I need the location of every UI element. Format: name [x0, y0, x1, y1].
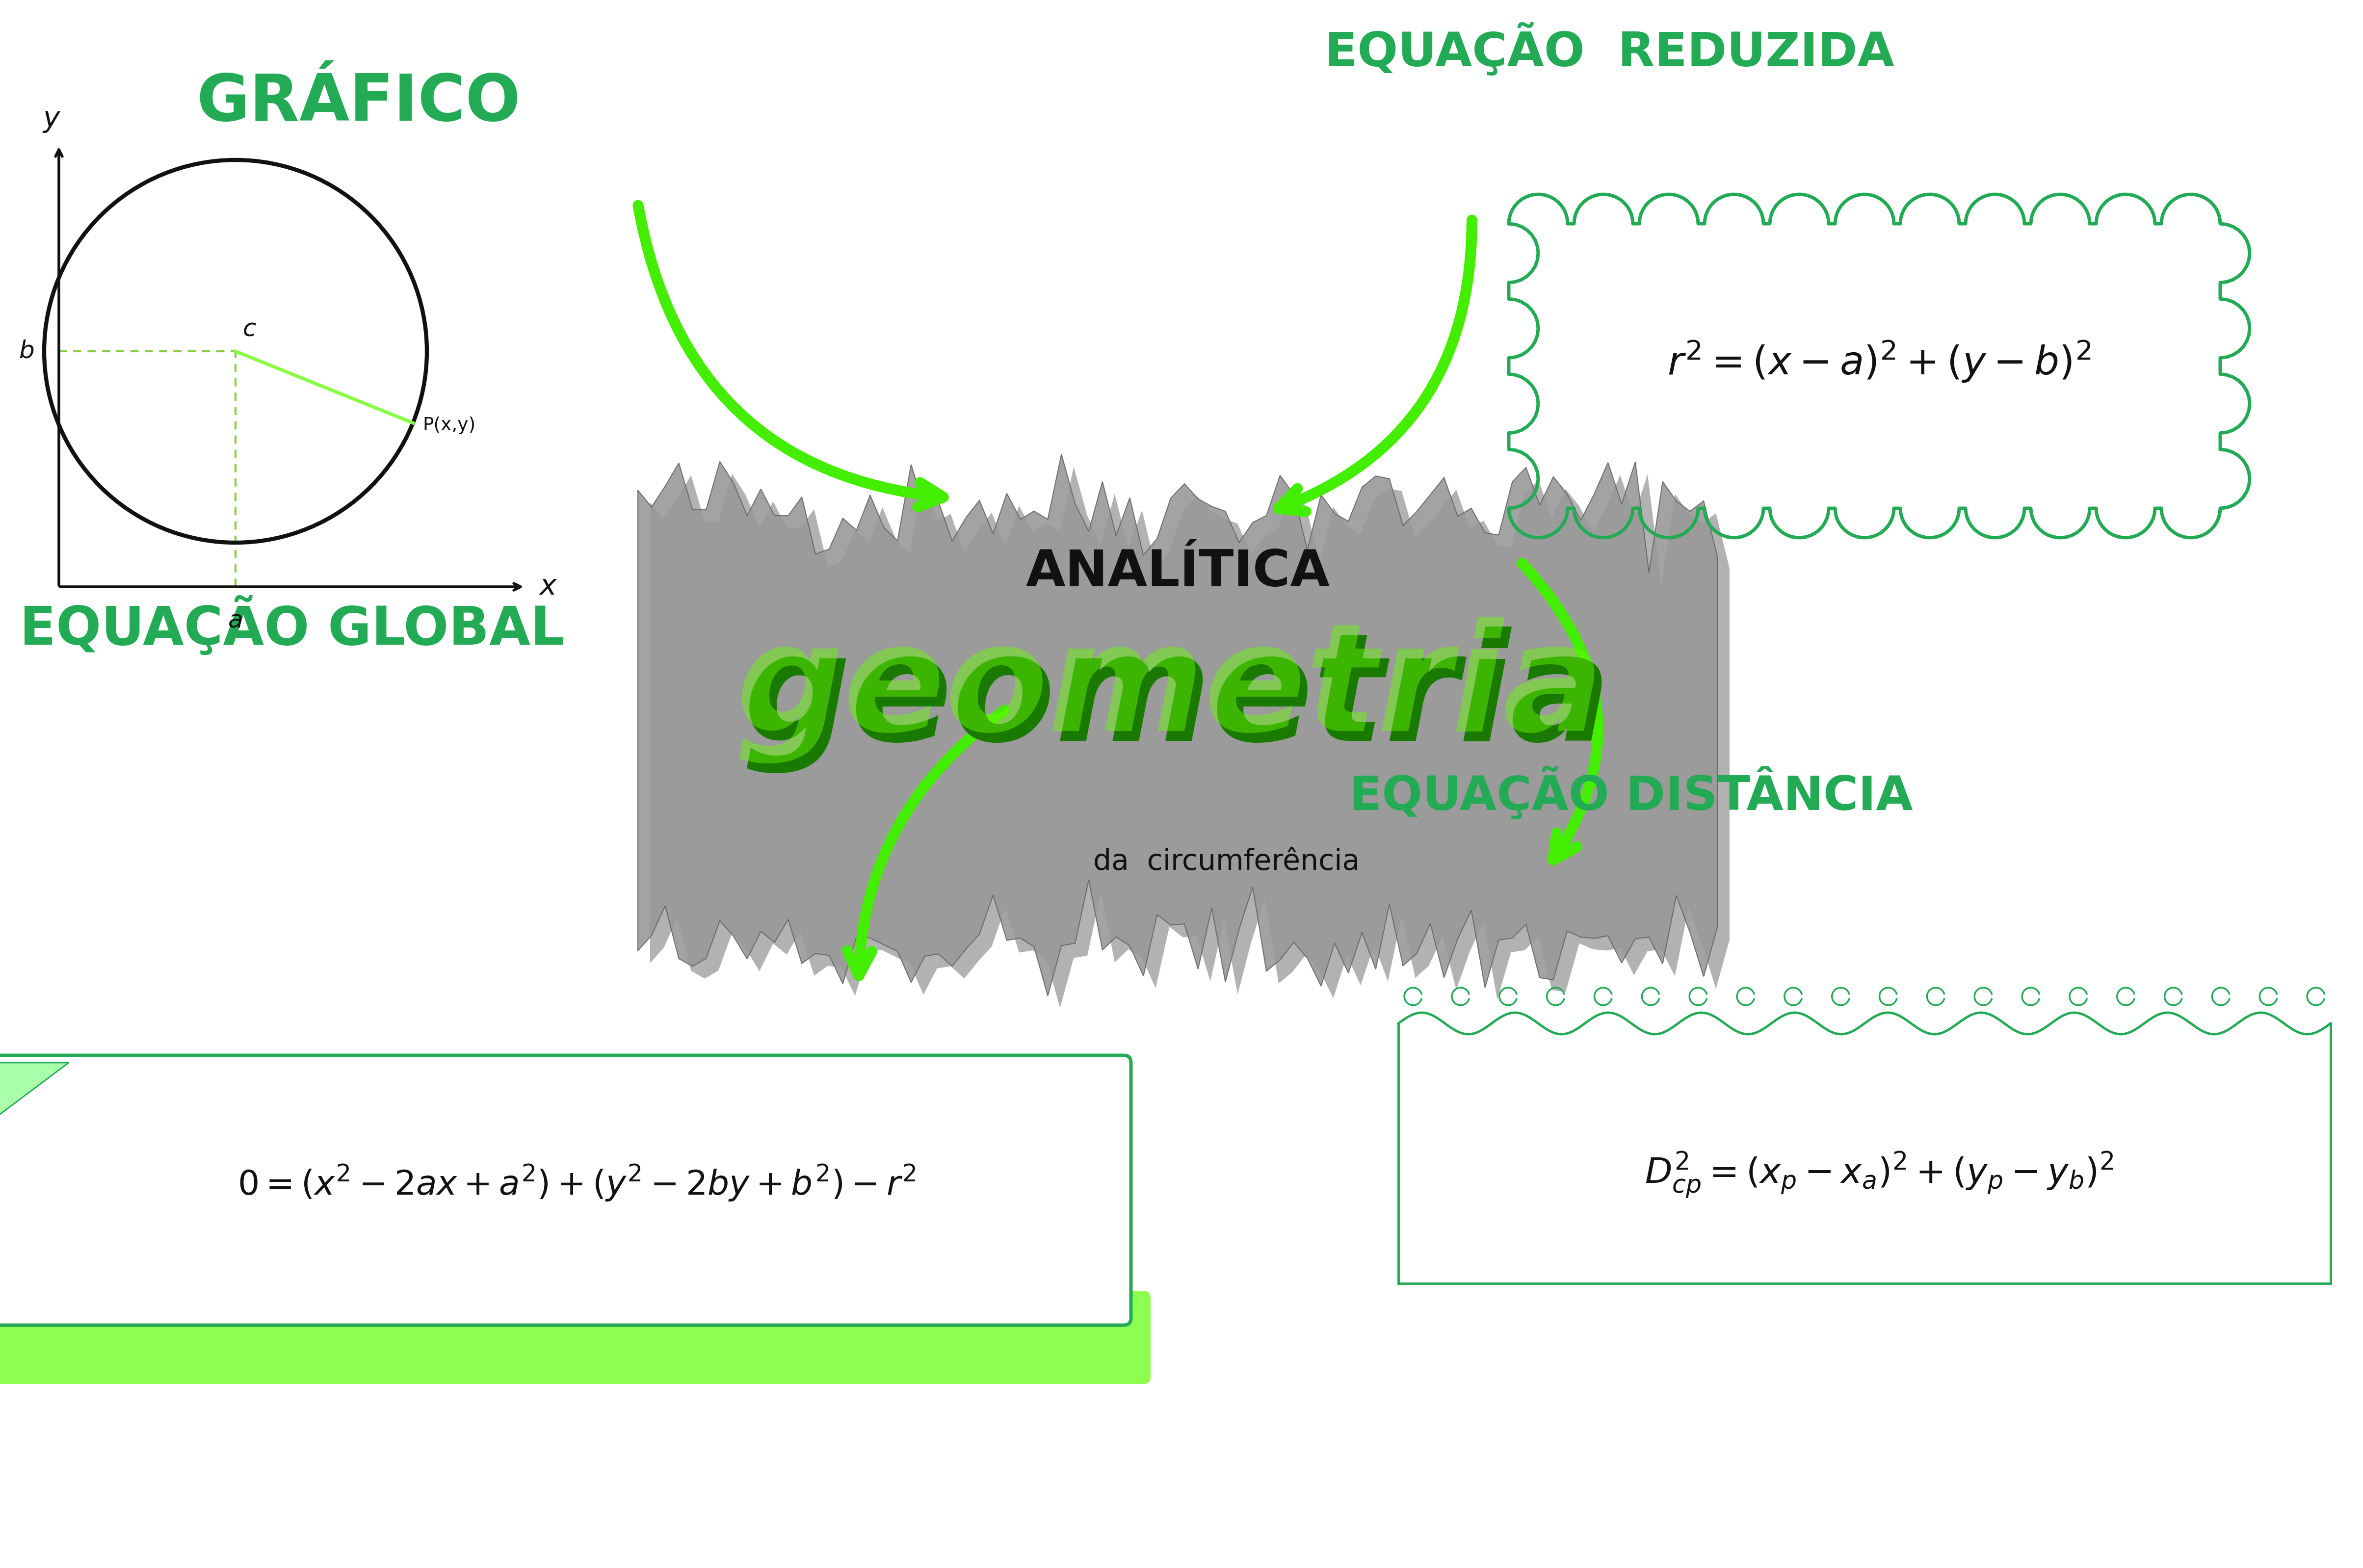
FancyBboxPatch shape: [0, 1290, 1151, 1385]
Text: da  circumferência: da circumferência: [1094, 848, 1361, 875]
Text: GRÁFICO: GRÁFICO: [196, 72, 520, 133]
Text: EQUAÇÃO DISTÂNCIA: EQUAÇÃO DISTÂNCIA: [1349, 767, 1914, 820]
Text: geometria: geometria: [737, 616, 1604, 764]
Polygon shape: [0, 1063, 69, 1121]
Text: $0=(x^2-2ax+a^2)+(y^2-2by+b^2)-r^2$: $0=(x^2-2ax+a^2)+(y^2-2by+b^2)-r^2$: [236, 1163, 914, 1203]
Text: $D_{cp}^2=(x_p-x_a)^2+(y_p-y_b)^2$: $D_{cp}^2=(x_p-x_a)^2+(y_p-y_b)^2$: [1645, 1151, 2113, 1201]
Text: EQUAÇÃO  REDUZIDA: EQUAÇÃO REDUZIDA: [1326, 22, 1895, 75]
Text: EQUAÇÃO GLOBAL: EQUAÇÃO GLOBAL: [19, 596, 565, 655]
Polygon shape: [650, 467, 1730, 1008]
Text: x: x: [539, 572, 558, 601]
Text: $r^2= (x-a)^2+(y-b)^2$: $r^2= (x-a)^2+(y-b)^2$: [1668, 339, 2091, 384]
Text: P(x,y): P(x,y): [423, 417, 475, 434]
Polygon shape: [638, 455, 1718, 996]
Text: a: a: [227, 608, 243, 632]
Text: b: b: [19, 340, 35, 364]
Text: ANALÍTICA: ANALÍTICA: [1026, 547, 1330, 597]
Text: c: c: [243, 318, 255, 342]
FancyBboxPatch shape: [0, 1055, 1132, 1325]
Text: y: y: [43, 105, 59, 133]
Text: geometria: geometria: [744, 626, 1612, 773]
